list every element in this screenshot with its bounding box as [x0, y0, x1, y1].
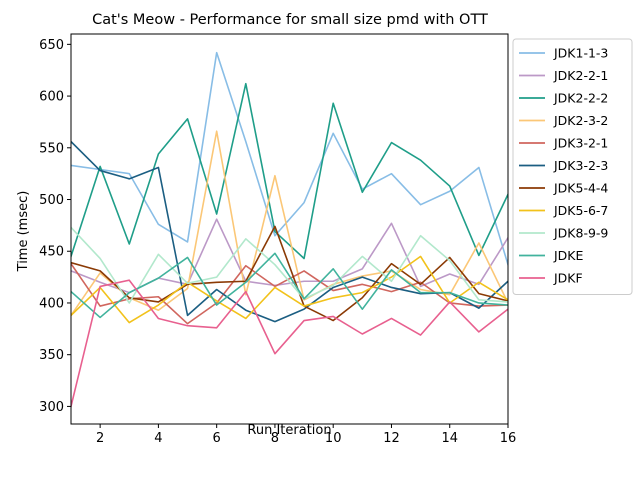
legend-label-jdk2-2-1: JDK2-2-1: [553, 68, 608, 83]
x-tick-label: 4: [154, 431, 162, 446]
legend-label-jdk2-2-2: JDK2-2-2: [553, 91, 608, 106]
y-tick-label: 500: [39, 193, 64, 208]
series-line-jdk1-1-3: [71, 51, 508, 266]
series-line-jdke: [71, 252, 508, 319]
series-line-jdk2-2-2: [71, 82, 508, 260]
y-tick-label: 350: [39, 348, 64, 363]
x-tick-label: 14: [441, 431, 458, 446]
x-tick-label: 2: [96, 431, 104, 446]
series-layer: [71, 51, 508, 408]
y-tick-label: 450: [39, 245, 64, 260]
x-tick-label: 12: [383, 431, 400, 446]
chart-title: Cat's Meow - Performance for small size …: [92, 12, 488, 28]
y-tick-label: 650: [39, 38, 64, 53]
x-tick-label: 6: [213, 431, 221, 446]
series-line-jdk5-6-7: [71, 255, 508, 324]
legend-label-jdkf: JDKF: [553, 271, 583, 286]
legend: JDK1-1-3 JDK2-2-1 JDK2-2-2 JDK2-3-2 JDK3-2-1…: [512, 38, 633, 295]
legend-label-jdk1-1-3: JDK1-1-3: [553, 46, 608, 61]
x-tick-label: 16: [500, 431, 517, 446]
series-line-jdk3-2-3: [71, 140, 508, 323]
legend-box: [512, 38, 633, 295]
series-line-jdkf: [71, 279, 508, 408]
y-axis-label: Time (msec): [16, 191, 31, 273]
y-tick-label: 400: [39, 296, 64, 311]
legend-label-jdke: JDKE: [553, 248, 584, 263]
legend-label-jdk3-2-3: JDK3-2-3: [553, 158, 608, 173]
legend-label-jdk5-6-7: JDK5-6-7: [553, 203, 608, 218]
legend-label-jdk3-2-1: JDK3-2-1: [553, 136, 608, 151]
plot-frame: [70, 33, 509, 425]
axes-layer: 2 4 6 8 10 12 14 16 300 350 400 450 500 550 600 650: [39, 33, 517, 446]
legend-label-jdk5-4-4: JDK5-4-4: [553, 181, 608, 196]
x-tick-label: 10: [325, 431, 342, 446]
series-line-jdk8-9-9: [71, 226, 508, 304]
y-tick-label: 600: [39, 90, 64, 105]
legend-label-jdk2-3-2: JDK2-3-2: [553, 113, 608, 128]
x-tick-label: 8: [271, 431, 279, 446]
y-tick-label: 550: [39, 141, 64, 156]
y-tick-label: 300: [39, 400, 64, 415]
legend-label-jdk8-9-9: JDK8-9-9: [553, 226, 608, 241]
x-axis-label: Run Iteration: [247, 423, 331, 438]
